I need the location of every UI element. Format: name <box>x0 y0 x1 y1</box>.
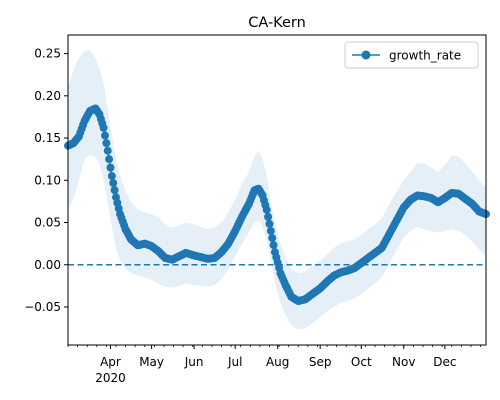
data-point <box>107 172 116 181</box>
y-tick-label: 0.00 <box>34 258 61 272</box>
data-point <box>265 219 274 228</box>
series-growth-rate <box>64 104 490 306</box>
x-year-label: 2020 <box>95 371 126 385</box>
y-tick-label: 0.20 <box>34 89 61 103</box>
data-point <box>101 131 109 140</box>
legend: growth_rate <box>344 41 479 69</box>
x-tick-label: Sep <box>309 355 332 369</box>
x-tick-label: Apr <box>100 355 121 369</box>
x-tick-label: Nov <box>392 355 415 369</box>
y-tick-label: −0.05 <box>24 300 61 314</box>
y-tick-label: 0.15 <box>34 131 61 145</box>
data-point <box>103 146 112 155</box>
data-point <box>109 179 118 188</box>
x-tick-label: Jul <box>227 355 242 369</box>
confidence-band <box>68 49 486 330</box>
data-point <box>99 123 108 132</box>
legend-box <box>344 41 479 69</box>
x-axis: Apr May Jun Jul Aug Sep Oct Nov Dec 2020 <box>67 345 481 385</box>
x-tick-label: Oct <box>351 355 372 369</box>
data-point <box>264 212 273 221</box>
data-point <box>268 234 277 243</box>
data-point <box>105 155 114 164</box>
data-point <box>269 241 278 250</box>
data-point <box>106 163 115 172</box>
x-tick-label: May <box>139 355 164 369</box>
y-tick-label: 0.25 <box>34 47 61 61</box>
y-tick-label: 0.10 <box>34 173 61 187</box>
plot-frame <box>67 34 487 346</box>
data-point <box>110 186 119 195</box>
data-point <box>262 205 271 214</box>
x-tick-label: Jun <box>184 355 204 369</box>
legend-label-growth-rate: growth_rate <box>389 49 461 63</box>
x-tick-label: Dec <box>433 355 456 369</box>
data-point <box>102 139 111 148</box>
y-tick-label: 0.05 <box>34 216 61 230</box>
data-point <box>266 226 275 235</box>
confidence-band-area <box>68 49 486 330</box>
y-axis: −0.05 0.00 0.05 0.10 0.15 0.20 0.25 <box>24 47 68 314</box>
x-tick-label: Aug <box>266 355 289 369</box>
chart-title: CA-Kern <box>248 15 306 31</box>
legend-series-marker <box>361 50 371 60</box>
